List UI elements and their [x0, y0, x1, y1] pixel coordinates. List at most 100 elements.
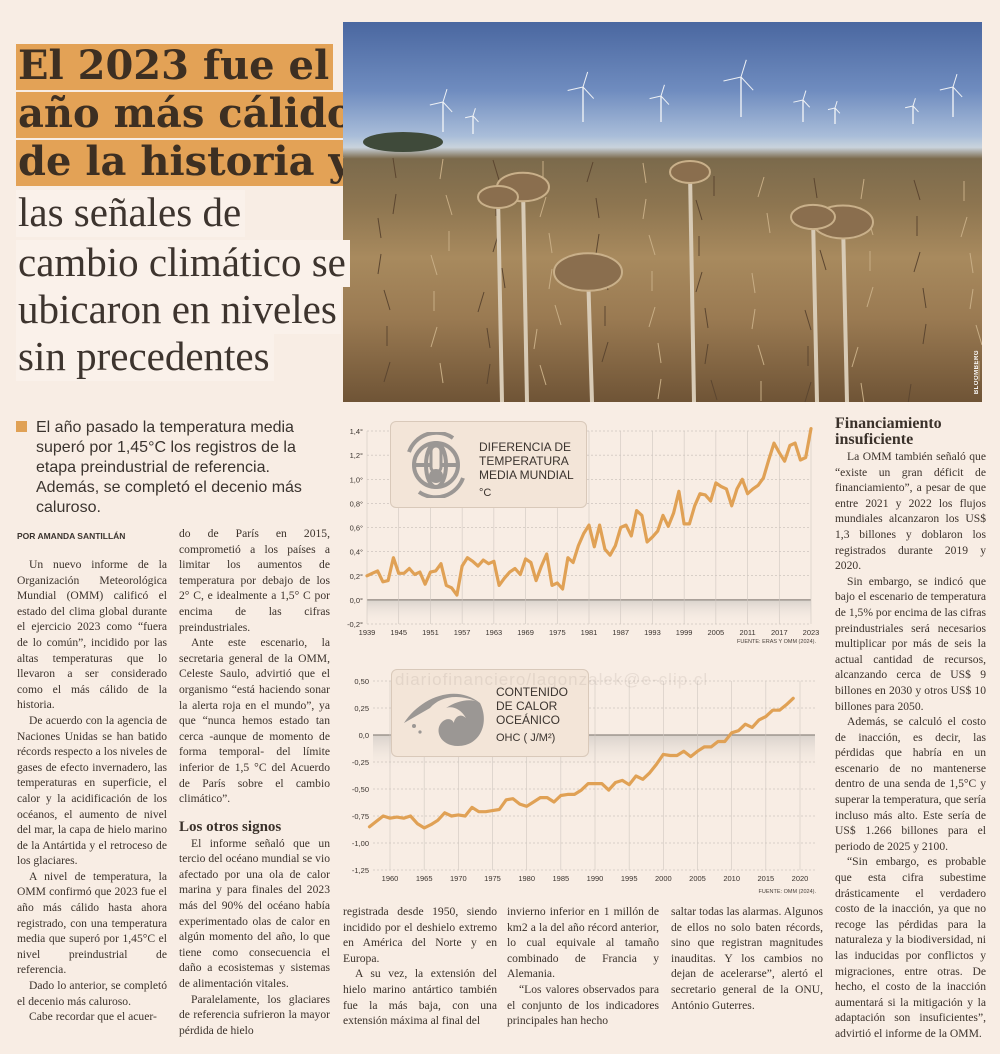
x-tick-label: 2010 [723, 874, 740, 883]
wind-turbine-blade [649, 95, 662, 100]
dry-stalk [539, 364, 547, 386]
dry-stalk [601, 341, 609, 363]
dry-stalk [751, 272, 756, 294]
wind-turbine-blade [582, 71, 589, 88]
x-tick-label: 2015 [757, 874, 774, 883]
dry-stalk [766, 212, 771, 234]
wind-turbine-blade [740, 76, 754, 91]
wind-turbine-blade [952, 73, 958, 88]
dry-stalk [804, 309, 812, 331]
y-tick-label: -1,25 [352, 866, 369, 875]
dry-stalk [392, 157, 397, 179]
dry-stalk [907, 383, 912, 402]
x-tick-label: 2023 [803, 628, 820, 637]
y-tick-label: -0,2° [347, 620, 363, 629]
dry-stalk [554, 304, 562, 326]
x-tick-label: 1975 [484, 874, 501, 883]
sunflower-stem [521, 186, 529, 402]
paragraph: Cabe recordar que el acuer- [29, 1010, 157, 1024]
x-tick-label: 1970 [450, 874, 467, 883]
x-tick-label: 1951 [422, 628, 439, 637]
subheadline-line: las señales de [16, 190, 246, 237]
headline-line: El 2023 fue el [16, 44, 334, 90]
x-tick-label: 1963 [486, 628, 503, 637]
y-tick-label: 1,4° [350, 427, 363, 436]
x-tick-label: 1995 [621, 874, 638, 883]
dry-stalk [922, 287, 927, 309]
dry-stalk [704, 343, 709, 365]
wind-turbine-blade [472, 115, 479, 123]
y-tick-label: 0,8° [350, 499, 363, 508]
y-tick-label: -0,25 [352, 758, 369, 767]
wind-turbine-blade [912, 98, 916, 107]
dry-stalk [866, 286, 874, 308]
dry-stalk [751, 308, 756, 330]
chart-title: CONTENIDO DE CALOR OCEÁNICO [496, 685, 568, 727]
dry-stalk [539, 196, 547, 218]
y-tick-label: 1,0° [350, 475, 363, 484]
dry-stalk [533, 328, 538, 350]
subheadline-line: ubicaron en niveles [16, 287, 341, 334]
paragraph: do de París en 2015, comprometió a los p… [179, 527, 330, 634]
wind-turbine-blade [723, 76, 742, 82]
wind-turbine-blade [793, 99, 804, 103]
bullet-square-icon [16, 421, 27, 432]
dry-stalk [430, 254, 438, 276]
wind-turbine-blade [740, 59, 747, 78]
wind-turbine-blade [802, 99, 811, 108]
section-heading: Los otros signos [179, 818, 282, 835]
dry-stalk [383, 361, 391, 383]
subheadline-line: sin precedentes [16, 334, 274, 381]
dry-stalk [757, 176, 765, 198]
dry-stalk [657, 378, 662, 400]
paragraph: A nivel de temperatura, la OMM confirmó … [17, 869, 167, 977]
wind-turbine-blade [582, 86, 595, 99]
x-tick-label: 1985 [552, 874, 569, 883]
dry-stalk [642, 162, 647, 184]
dry-stalk [595, 197, 600, 219]
dry-stalk [710, 379, 718, 401]
wind-turbine-blade [472, 108, 476, 117]
wind-turbine-blade [827, 107, 836, 111]
chart-legend-box: DIFERENCIA DE TEMPERATURA MEDIA MUNDIAL … [390, 421, 587, 508]
y-tick-label: 0,0° [350, 596, 363, 605]
dry-stalk [851, 346, 859, 368]
x-tick-label: 1987 [612, 628, 629, 637]
sunflower-stem [496, 196, 504, 402]
paragraph: “Los valores observados para el conjunto… [507, 982, 659, 1028]
x-tick-label: 2011 [740, 628, 756, 637]
x-tick-label: 2005 [689, 874, 706, 883]
paragraph: A su vez, la extensión del hielo marino … [343, 967, 497, 1028]
dry-stalk [969, 288, 974, 310]
dry-stalk [648, 306, 656, 328]
article-column-2: do de París en 2015, comprometió a los p… [179, 526, 330, 1038]
paragraph: Dado lo anterior, se completó el decenio… [17, 979, 167, 1008]
dry-sunflower-head [790, 203, 836, 231]
sunflower-stem [811, 216, 819, 402]
paragraph: Un nuevo informe de la Organización Mete… [17, 558, 167, 712]
photo-credit: BLOOMBERG [974, 349, 980, 394]
temperature-chart: 1,4° 1,2° 1,0° 0,8° 0,6° 0,4° 0,2° 0,0° -0,2° 193… [340, 415, 820, 655]
paragraph: La OMM también señaló que “existe un gra… [835, 450, 986, 573]
sunflower-stem [586, 271, 594, 402]
chart-unit: OHC ( J/M²) [496, 732, 556, 744]
lead-summary: El año pasado la temperatura media super… [16, 418, 336, 518]
subheadline-line: cambio climático se [16, 240, 350, 287]
dry-sunflower-head [553, 252, 623, 292]
dry-stalk [913, 251, 921, 273]
dry-stalk [757, 344, 765, 366]
paragraph: El informe señaló que un tercio del océa… [179, 836, 330, 991]
x-tick-label: 1965 [416, 874, 433, 883]
wind-turbine-blade [429, 101, 444, 106]
dry-stalk [586, 161, 594, 183]
paragraph: saltar todas las alarmas. Algunos de ell… [671, 905, 823, 1012]
wind-turbine-blade [567, 86, 584, 91]
headline-line: año más cálido [16, 92, 358, 138]
dry-stalk [860, 178, 865, 200]
dry-stalk [548, 232, 553, 254]
article-column-5: saltar todas las alarmas. Algunos de ell… [671, 904, 823, 1013]
paragraph: registrada desde 1950, siendo incidido p… [343, 905, 497, 965]
y-tick-label: 0,50 [354, 677, 369, 686]
ocean-wave-icon [404, 693, 484, 746]
x-tick-label: 1939 [359, 628, 376, 637]
